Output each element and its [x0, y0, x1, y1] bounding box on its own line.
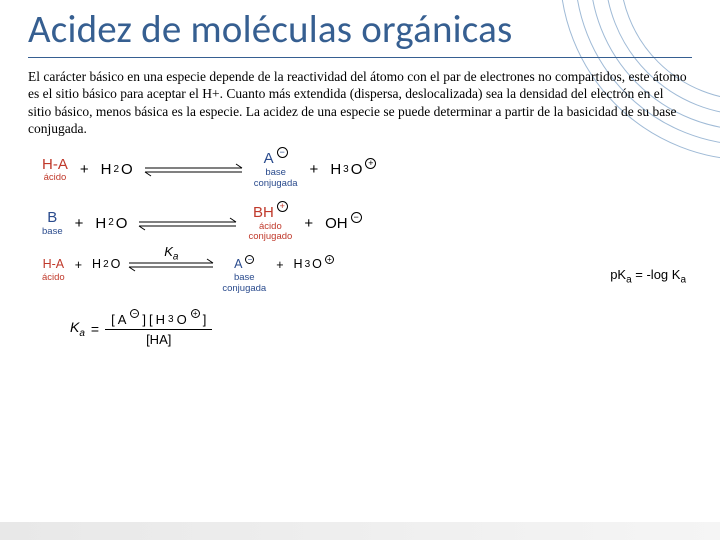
- eq2-base-label: base: [42, 227, 63, 237]
- plus-sign: +: [272, 258, 287, 272]
- equilibrium-arrow-icon: [141, 163, 246, 177]
- plus-sign: +: [300, 215, 317, 232]
- equation-2: B base + H2O BH+ ácido conjugado + OH−: [42, 205, 686, 243]
- ka-symbol: Ka: [70, 319, 85, 339]
- eq1-acid: H-A: [42, 157, 68, 173]
- eq3-acid: H-A: [43, 258, 65, 271]
- eq1-conjugate-base: A−: [264, 151, 288, 167]
- ka-numerator: [A−] [H3O+]: [105, 312, 212, 327]
- plus-sign: +: [71, 215, 88, 232]
- equilibrium-arrow-icon: [135, 217, 240, 231]
- slide-content: Acidez de moléculas orgánicas El carácte…: [0, 0, 720, 355]
- eq1-cb-label1: base: [265, 168, 286, 178]
- plus-sign: +: [306, 161, 323, 178]
- equation-3: H-A ácido + H2O Ka A− base conjugada +: [42, 258, 686, 293]
- page-title: Acidez de moléculas orgánicas: [28, 6, 692, 53]
- eq3-acid-label: ácido: [42, 273, 65, 283]
- eq2-water: H2O: [95, 216, 127, 232]
- title-underline: [28, 57, 692, 58]
- eq2-conjugate-acid: BH+: [253, 205, 288, 221]
- eq1-acid-label: ácido: [44, 173, 67, 183]
- eq2-ca-label1: ácido: [259, 222, 282, 232]
- eq3-cb-label1: base: [234, 273, 255, 283]
- eq2-hydroxide: OH−: [325, 216, 362, 232]
- eq1-cb-label2: conjugada: [254, 179, 298, 189]
- pka-formula: pKa = -log Ka: [610, 267, 686, 286]
- ka-expression: Ka = [A−] [H3O+] [HA]: [42, 312, 686, 347]
- eq1-water: H2O: [101, 162, 133, 178]
- plus-sign: +: [76, 161, 93, 178]
- eq3-hydronium: H3O+: [294, 258, 334, 271]
- ka-denominator: [HA]: [140, 332, 177, 347]
- eq3-k-label: Ka: [164, 244, 178, 263]
- footer-decoration: [0, 522, 720, 540]
- equation-1: H-A ácido + H2O A− base conjugada + H3O+: [42, 151, 686, 189]
- equals-sign: =: [91, 321, 99, 337]
- eq3-water: H2O: [92, 258, 120, 271]
- eq2-ca-label2: conjugado: [248, 232, 292, 242]
- equilibrium-arrow-icon: Ka: [126, 258, 216, 272]
- equations-block: H-A ácido + H2O A− base conjugada + H3O+: [28, 151, 692, 346]
- ka-fraction: [A−] [H3O+] [HA]: [105, 312, 212, 347]
- eq3-cb-label2: conjugada: [222, 284, 266, 294]
- eq2-base: B: [47, 210, 57, 226]
- eq3-conjugate-base: A−: [234, 258, 254, 271]
- eq1-hydronium: H3O+: [330, 162, 376, 178]
- plus-sign: +: [71, 258, 86, 272]
- body-paragraph: El carácter básico en una especie depend…: [28, 68, 688, 137]
